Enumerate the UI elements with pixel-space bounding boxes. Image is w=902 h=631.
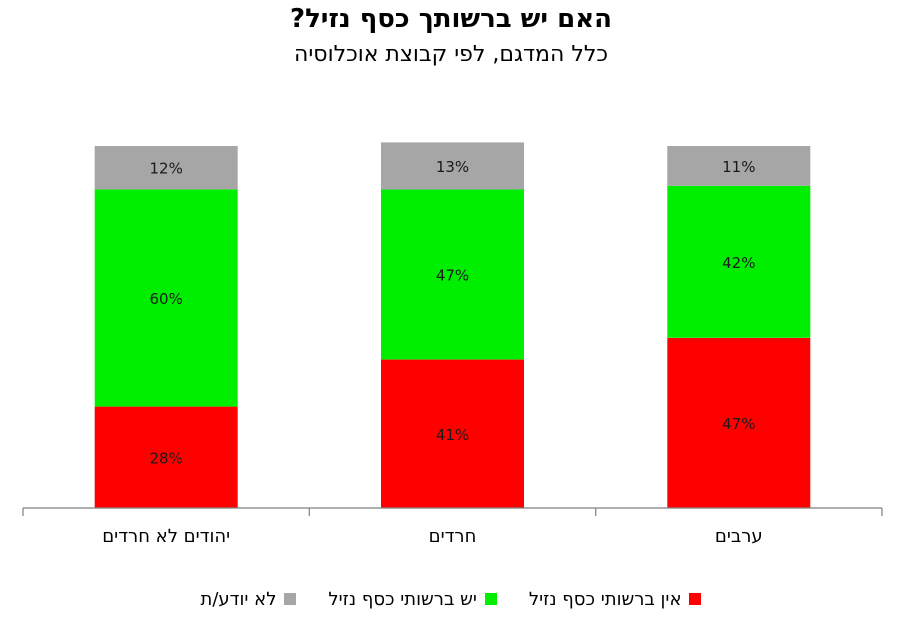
data-label: 47% xyxy=(436,267,469,285)
bar-segment-has-money xyxy=(94,189,238,407)
data-label: 47% xyxy=(722,415,755,433)
data-label: 13% xyxy=(436,158,469,176)
data-label: 28% xyxy=(150,449,183,467)
legend-item-dont-know: לא יודע/ת xyxy=(201,589,297,610)
bar-segment-no-money xyxy=(94,406,238,508)
data-label: 42% xyxy=(722,254,755,272)
bar-segment-dont-know xyxy=(381,142,524,190)
data-label: 11% xyxy=(722,158,755,176)
category-label: ערבים xyxy=(715,526,763,547)
bar-segment-dont-know xyxy=(667,146,811,186)
chart-legend: אין ברשותי כסף נזיל יש ברשותי כסף נזיל ל… xyxy=(0,584,902,614)
legend-label: לא יודע/ת xyxy=(200,588,277,610)
chart-subtitle: כלל המדגם, לפי קבוצת אוכלוסיה xyxy=(294,42,608,67)
legend-swatch-gray xyxy=(284,593,297,605)
bar-segment-has-money xyxy=(667,185,811,338)
data-label: 60% xyxy=(150,290,183,308)
legend-swatch-red xyxy=(689,593,702,605)
category-label: חרדים xyxy=(429,526,477,547)
bar-segment-no-money xyxy=(667,337,811,508)
legend-item-no-liquid-money: אין ברשותי כסף נזיל xyxy=(529,589,702,610)
chart-title: האם יש ברשותך כסף נזיל? xyxy=(289,4,612,34)
category-label: יהודים לא חרדים xyxy=(102,526,230,547)
data-label: 41% xyxy=(436,426,469,444)
legend-item-has-liquid-money: יש ברשותי כסף נזיל xyxy=(328,588,497,610)
bar-segment-has-money xyxy=(381,189,524,360)
legend-label: אין ברשותי כסף נזיל xyxy=(528,588,682,610)
data-label: 12% xyxy=(150,160,183,178)
bar-segment-dont-know xyxy=(94,146,238,190)
bar-segment-no-money xyxy=(381,359,524,508)
legend-swatch-green xyxy=(484,593,497,605)
legend-label: יש ברשותי כסף נזיל xyxy=(328,588,477,610)
